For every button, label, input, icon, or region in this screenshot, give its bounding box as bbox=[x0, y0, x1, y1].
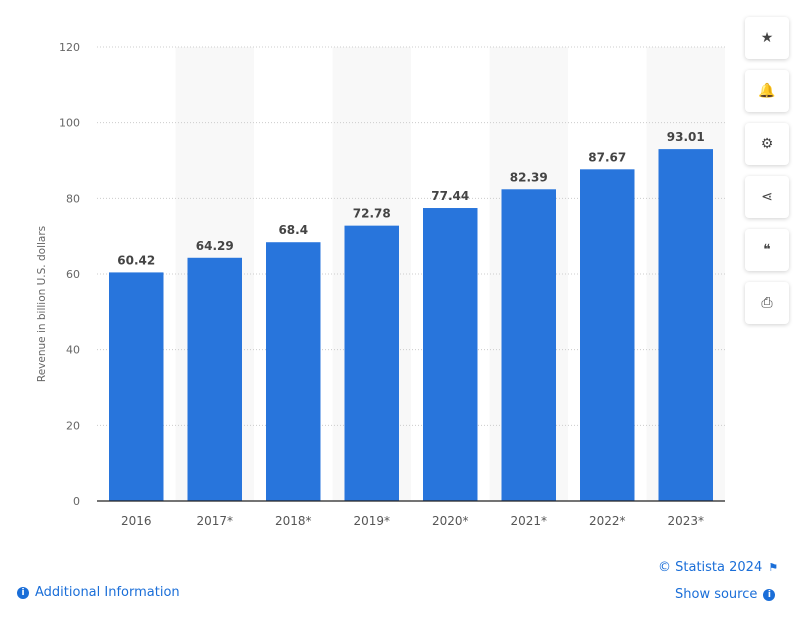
show-source-link[interactable]: Show source i bbox=[675, 587, 776, 602]
notification-button[interactable]: 🔔 bbox=[745, 70, 789, 112]
data-label: 68.4 bbox=[278, 223, 308, 237]
data-label: 87.67 bbox=[588, 150, 626, 164]
flag-icon: ⚑ bbox=[768, 561, 779, 574]
printer-icon: ⎙ bbox=[761, 295, 773, 311]
additional-information-link[interactable]: i Additional Information bbox=[17, 585, 180, 600]
x-tick-label: 2017* bbox=[196, 514, 233, 528]
bar bbox=[658, 149, 713, 501]
quote-icon: ❝ bbox=[763, 242, 771, 258]
x-tick-label: 2019* bbox=[353, 514, 390, 528]
bar bbox=[266, 242, 321, 501]
share-button[interactable]: ⋖ bbox=[745, 176, 789, 218]
data-label: 77.44 bbox=[431, 189, 469, 203]
x-tick-label: 2020* bbox=[432, 514, 469, 528]
data-label: 64.29 bbox=[196, 239, 234, 253]
share-icon: ⋖ bbox=[761, 189, 773, 205]
bar bbox=[423, 208, 478, 501]
x-tick-label: 2016 bbox=[121, 514, 152, 528]
favorite-button[interactable]: ★ bbox=[745, 17, 789, 59]
data-label: 82.39 bbox=[510, 170, 548, 184]
y-tick-label: 40 bbox=[66, 344, 80, 357]
star-icon: ★ bbox=[760, 30, 774, 46]
bar bbox=[501, 189, 556, 501]
info-icon: i bbox=[763, 588, 776, 601]
y-tick-label: 120 bbox=[59, 41, 80, 54]
copyright-label: © Statista 2024 bbox=[658, 560, 763, 575]
y-axis-label: Revenue in billion U.S. dollars bbox=[36, 226, 48, 382]
info-icon: i bbox=[17, 586, 29, 599]
data-label: 93.01 bbox=[667, 130, 705, 144]
x-tick-label: 2021* bbox=[510, 514, 547, 528]
bar-chart: 0 20 40 60 80 100 120 60.42 2016 64.29 2017* 68.4 20… bbox=[36, 41, 725, 528]
x-tick-label: 2022* bbox=[589, 514, 626, 528]
x-tick-label: 2018* bbox=[275, 514, 312, 528]
bar bbox=[109, 272, 164, 501]
y-tick-label: 80 bbox=[66, 192, 80, 205]
bar bbox=[344, 225, 399, 502]
y-tick-label: 0 bbox=[73, 495, 80, 508]
y-tick-label: 100 bbox=[59, 117, 80, 130]
data-label: 72.78 bbox=[353, 207, 391, 221]
y-tick-label: 20 bbox=[66, 419, 80, 432]
additional-information-label: Additional Information bbox=[35, 585, 180, 600]
settings-button[interactable]: ⚙ bbox=[745, 123, 789, 165]
statista-copyright-link[interactable]: © Statista 2024 ⚑ bbox=[658, 560, 778, 575]
print-button[interactable]: ⎙ bbox=[745, 282, 789, 324]
x-tick-label: 2023* bbox=[667, 514, 704, 528]
bar bbox=[580, 169, 635, 501]
y-tick-label: 60 bbox=[66, 268, 80, 281]
gear-icon: ⚙ bbox=[760, 136, 774, 152]
bell-icon: 🔔 bbox=[758, 83, 776, 99]
bar bbox=[187, 257, 242, 501]
data-label: 60.42 bbox=[117, 253, 155, 267]
show-source-label: Show source bbox=[675, 587, 758, 602]
cite-button[interactable]: ❝ bbox=[745, 229, 789, 271]
